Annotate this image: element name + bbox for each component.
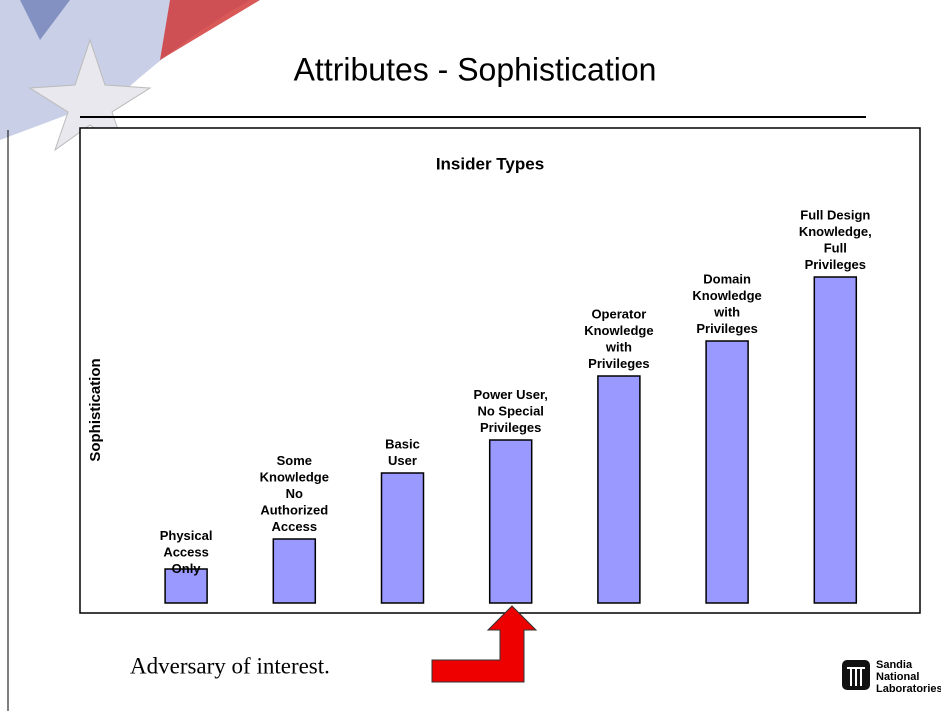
bar [813,276,858,604]
bar-label: Some Knowledge No Authorized Access [260,453,329,534]
bar-label: Domain Knowledge with Privileges [692,272,761,337]
bar-label-line: Basic [385,437,420,452]
bar-label: Power User, No Special Privileges [473,387,547,435]
bar-label-line: Access [272,519,318,534]
bar [164,568,208,604]
bar [380,472,425,604]
bar-label-line: Physical [160,528,213,543]
bar [705,340,749,604]
bar-label-line: Access [163,545,209,560]
bar-label-line: with [605,340,632,355]
bar [597,375,641,604]
bar-label-line: Knowledge [584,323,653,338]
y-axis-label: Sophistication [87,358,104,461]
bar-label-line: Knowledge, [799,224,872,239]
bar-label-line: Privileges [805,257,866,272]
bar-label-line: Full Design [800,208,870,223]
chart-title: Insider Types [436,154,544,173]
bar-label-line: Domain [703,272,751,287]
bar-label-line: Only [172,561,202,576]
bar-label-line: Knowledge [260,470,329,485]
bar-label-line: Privileges [696,321,757,336]
bar-label-line: Power User, [473,387,547,402]
bar-label-line: with [713,305,740,320]
bar-label-line: Knowledge [692,288,761,303]
bar-label: Operator Knowledge with Privileges [584,307,653,372]
logo-text: Sandia [876,659,913,671]
logo-text: National [876,671,919,683]
bar-label-line: No Special [477,404,543,419]
bar-label: Full Design Knowledge, Full Privileges [799,208,872,273]
bar-label: Basic User [385,437,420,469]
bar-label-line: Full [824,241,847,256]
bar-label-line: Privileges [588,356,649,371]
logo-text: Laboratories [876,683,941,695]
bar-label-line: No [286,486,303,501]
bar-label-line: Privileges [480,420,541,435]
bar-label-line: Some [277,453,312,468]
bar-label: Physical Access Only [160,528,213,576]
bar [272,538,317,604]
bar-label-line: Authorized [260,503,328,518]
annotation: Adversary of interest. [130,653,330,678]
logo: Sandia National Laboratories [842,659,941,695]
bar [488,439,533,604]
decoration [0,0,260,152]
bar-label-line: User [388,453,417,468]
bar-label-line: Operator [591,307,646,322]
arrow [431,605,538,683]
slide-title: Attributes - Sophistication [294,51,657,87]
